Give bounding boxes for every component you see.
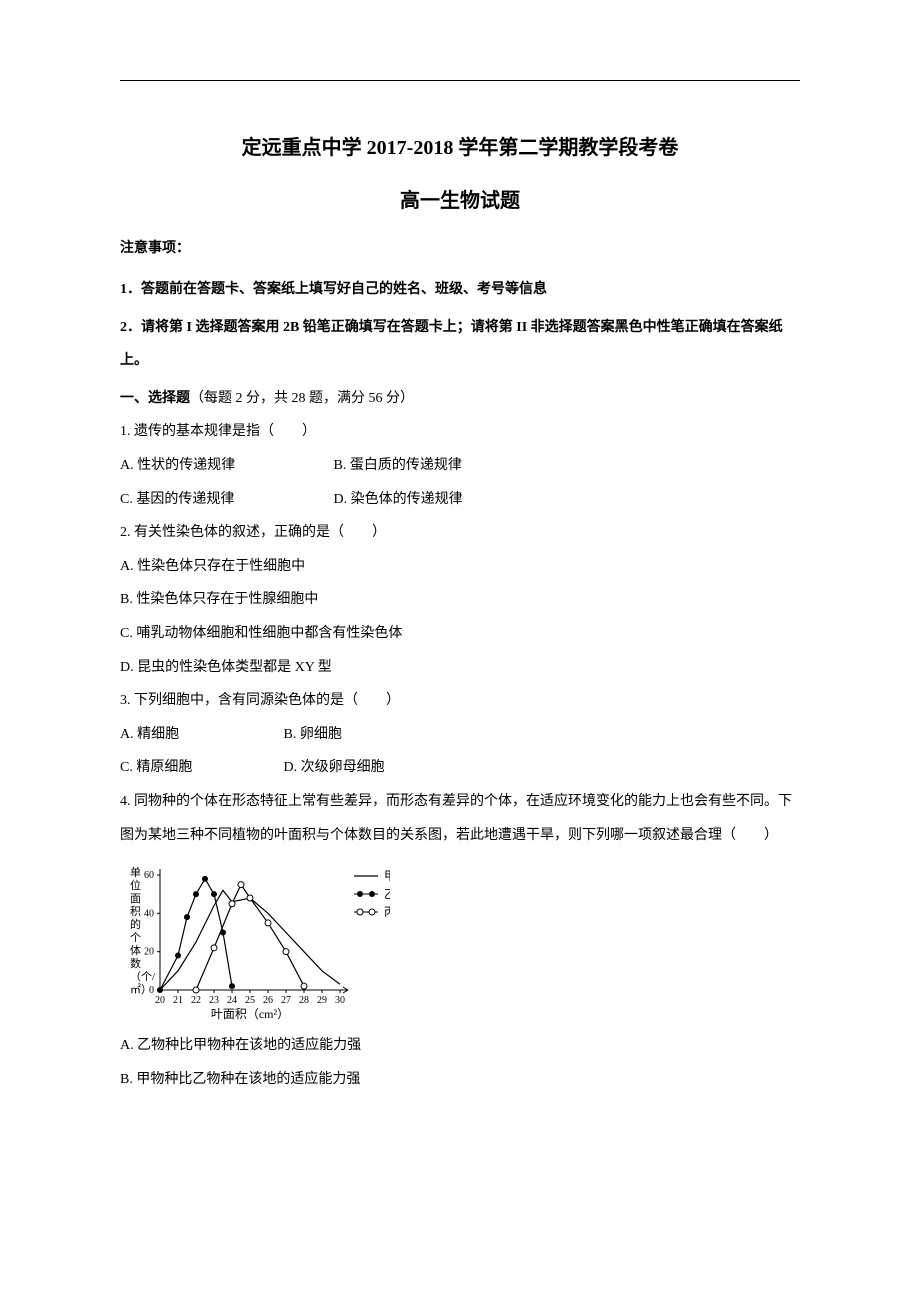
- svg-text:位: 位: [130, 878, 141, 892]
- svg-text:24: 24: [227, 995, 237, 1006]
- svg-text:20: 20: [144, 947, 154, 958]
- q2-opt-b: B. 性染色体只存在于性腺细胞中: [120, 583, 800, 617]
- section-1-heading: 一、选择题（每题 2 分，共 28 题，满分 56 分）: [120, 382, 800, 416]
- svg-text:甲: 甲: [384, 869, 390, 883]
- q4-opt-a: A. 乙物种比甲物种在该地的适应能力强: [120, 1029, 800, 1063]
- svg-text:25: 25: [245, 995, 255, 1006]
- svg-text:单: 单: [130, 866, 141, 879]
- svg-text:21: 21: [173, 995, 183, 1006]
- q3-opt-c: C. 精原细胞: [120, 751, 280, 785]
- svg-text:60: 60: [144, 870, 154, 881]
- q2-opt-a: A. 性染色体只存在于性细胞中: [120, 550, 800, 584]
- svg-text:㎡）: ㎡）: [130, 983, 152, 996]
- svg-text:22: 22: [191, 995, 201, 1006]
- q2-opt-d: D. 昆虫的性染色体类型都是 XY 型: [120, 651, 800, 685]
- q1-opt-b: B. 蛋白质的传递规律: [334, 449, 462, 483]
- q3-opt-b: B. 卵细胞: [284, 718, 342, 752]
- leaf-area-chart: 20212223242526272829300204060单位面积的个体数（个/…: [120, 860, 390, 1025]
- svg-text:30: 30: [335, 995, 345, 1006]
- svg-text:28: 28: [299, 995, 309, 1006]
- q2-text: 2. 有关性染色体的叙述，正确的是（ ）: [120, 516, 800, 550]
- q1-options-row1: A. 性状的传递规律 B. 蛋白质的传递规律: [120, 449, 800, 483]
- q3-opt-d: D. 次级卵母细胞: [284, 751, 385, 785]
- svg-text:个: 个: [130, 931, 141, 944]
- q3-options-row1: A. 精细胞 B. 卵细胞: [120, 718, 800, 752]
- svg-text:的: 的: [130, 917, 141, 931]
- exam-subtitle: 高一生物试题: [120, 184, 800, 213]
- q1-opt-a: A. 性状的传递规律: [120, 449, 330, 483]
- notice-heading: 注意事项：: [120, 237, 800, 257]
- q1-opt-d: D. 染色体的传递规律: [334, 483, 463, 517]
- q3-opt-a: A. 精细胞: [120, 718, 280, 752]
- section-1-desc: （每题 2 分，共 28 题，满分 56 分）: [190, 391, 414, 406]
- svg-text:23: 23: [209, 995, 219, 1006]
- svg-text:20: 20: [155, 995, 165, 1006]
- q1-text: 1. 遗传的基本规律是指（ ）: [120, 415, 800, 449]
- svg-text:乙: 乙: [384, 887, 390, 901]
- q1-opt-c: C. 基因的传递规律: [120, 483, 330, 517]
- q1-options-row2: C. 基因的传递规律 D. 染色体的传递规律: [120, 483, 800, 517]
- exam-title: 定远重点中学 2017-2018 学年第二学期教学段考卷: [120, 131, 800, 160]
- svg-text:积: 积: [130, 905, 141, 918]
- notice-item-2: 2．请将第 I 选择题答案用 2B 铅笔正确填写在答题卡上；请将第 II 非选择…: [120, 311, 800, 378]
- q2-opt-c: C. 哺乳动物体细胞和性细胞中都含有性染色体: [120, 617, 800, 651]
- svg-text:体: 体: [130, 943, 141, 957]
- q3-text: 3. 下列细胞中，含有同源染色体的是（ ）: [120, 684, 800, 718]
- section-1-label: 一、选择题: [120, 391, 190, 406]
- svg-text:叶面积（cm²）: 叶面积（cm²）: [211, 1007, 289, 1021]
- svg-text:（个/: （个/: [130, 970, 156, 983]
- q4-opt-b: B. 甲物种比乙物种在该地的适应能力强: [120, 1063, 800, 1097]
- svg-text:丙: 丙: [384, 905, 390, 919]
- svg-text:26: 26: [263, 995, 273, 1006]
- svg-text:27: 27: [281, 995, 291, 1006]
- svg-text:面: 面: [130, 893, 141, 905]
- svg-text:数: 数: [130, 957, 141, 970]
- top-divider: [120, 80, 800, 81]
- svg-text:40: 40: [144, 908, 154, 919]
- svg-text:29: 29: [317, 995, 327, 1006]
- q3-options-row2: C. 精原细胞 D. 次级卵母细胞: [120, 751, 800, 785]
- q4-text: 4. 同物种的个体在形态特征上常有些差异，而形态有差异的个体，在适应环境变化的能…: [120, 785, 800, 852]
- notice-item-1: 1．答题前在答题卡、答案纸上填写好自己的姓名、班级、考号等信息: [120, 273, 800, 307]
